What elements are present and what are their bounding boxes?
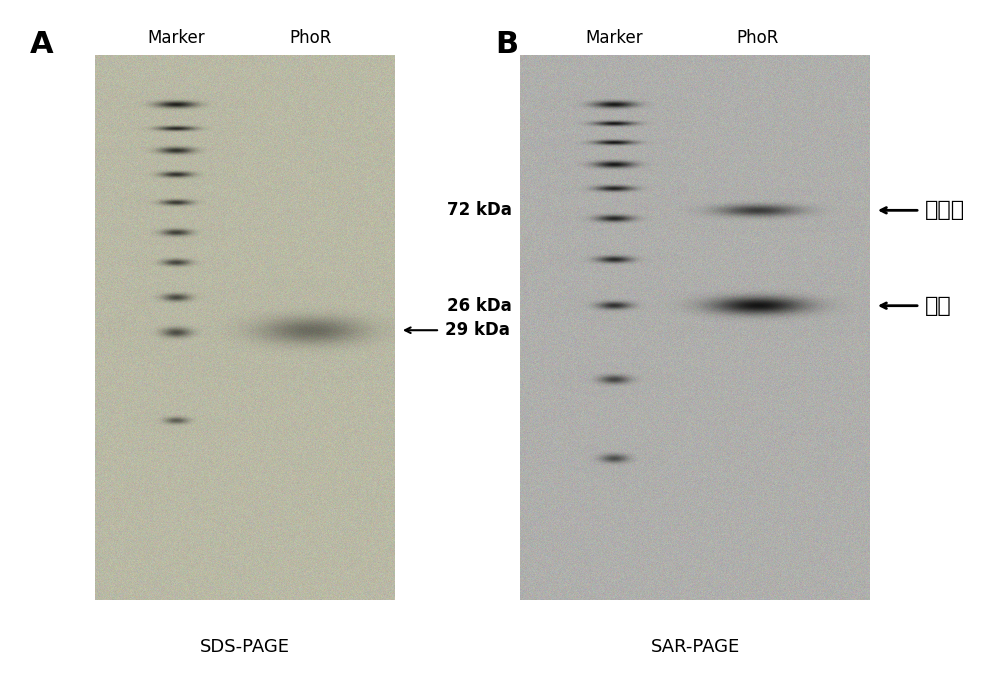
Text: Marker: Marker bbox=[147, 29, 205, 47]
Text: B: B bbox=[495, 30, 518, 59]
Text: Marker: Marker bbox=[586, 29, 643, 47]
Text: A: A bbox=[30, 30, 54, 59]
Text: 29 kDa: 29 kDa bbox=[445, 321, 510, 339]
Text: 单体: 单体 bbox=[925, 296, 952, 316]
Text: 二聚体: 二聚体 bbox=[925, 201, 965, 220]
Text: 72 kDa: 72 kDa bbox=[447, 201, 512, 220]
Text: SDS-PAGE: SDS-PAGE bbox=[200, 638, 290, 656]
Text: 26 kDa: 26 kDa bbox=[447, 297, 512, 314]
Text: SAR-PAGE: SAR-PAGE bbox=[650, 638, 740, 656]
Text: PhoR: PhoR bbox=[290, 29, 332, 47]
Text: PhoR: PhoR bbox=[737, 29, 779, 47]
